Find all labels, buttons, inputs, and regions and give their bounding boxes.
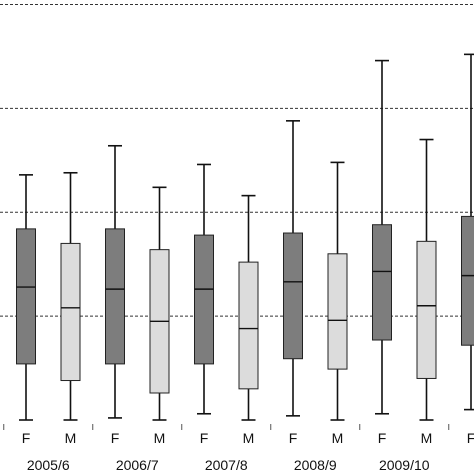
box-7 [327, 161, 348, 421]
box-3 [149, 186, 170, 421]
sub-label: M [243, 430, 255, 446]
box-6 [283, 120, 303, 417]
group-label: 2005/6 [27, 457, 70, 473]
box-1 [60, 171, 81, 421]
box-iqr [238, 261, 259, 390]
sub-label: F [378, 430, 387, 446]
gridlines [0, 4, 474, 317]
group-label: 2006/7 [116, 457, 159, 473]
box-9 [416, 138, 437, 421]
box-0 [16, 174, 36, 421]
sub-label: M [332, 430, 344, 446]
box-iqr [416, 240, 437, 379]
group-label: 2009/10 [379, 457, 430, 473]
group-label: 2008/9 [294, 457, 337, 473]
group-label: 2007/8 [205, 457, 248, 473]
box-iqr [194, 234, 214, 365]
sub-label: F [200, 430, 209, 446]
box-iqr [60, 242, 81, 382]
box-4 [194, 163, 214, 415]
sub-label: F [22, 430, 31, 446]
box-iqr [105, 228, 125, 365]
sub-label: M [65, 430, 77, 446]
sub-label: F [467, 430, 474, 446]
x-labels: F M F M F M F M F M F 2005/6 2006/7 2007/8 2008/9 2009/… [3, 424, 474, 473]
sub-label: F [111, 430, 120, 446]
box-10 [461, 53, 474, 411]
box-5 [238, 194, 259, 421]
boxes [16, 53, 474, 421]
box-iqr [461, 215, 474, 346]
box-iqr [16, 228, 36, 365]
box-iqr [283, 232, 303, 360]
sub-label: M [421, 430, 433, 446]
box-iqr [327, 253, 348, 370]
box-8 [372, 59, 392, 415]
sub-label: M [154, 430, 166, 446]
box-iqr [372, 224, 392, 341]
sub-label: F [289, 430, 298, 446]
box-2 [105, 144, 125, 419]
